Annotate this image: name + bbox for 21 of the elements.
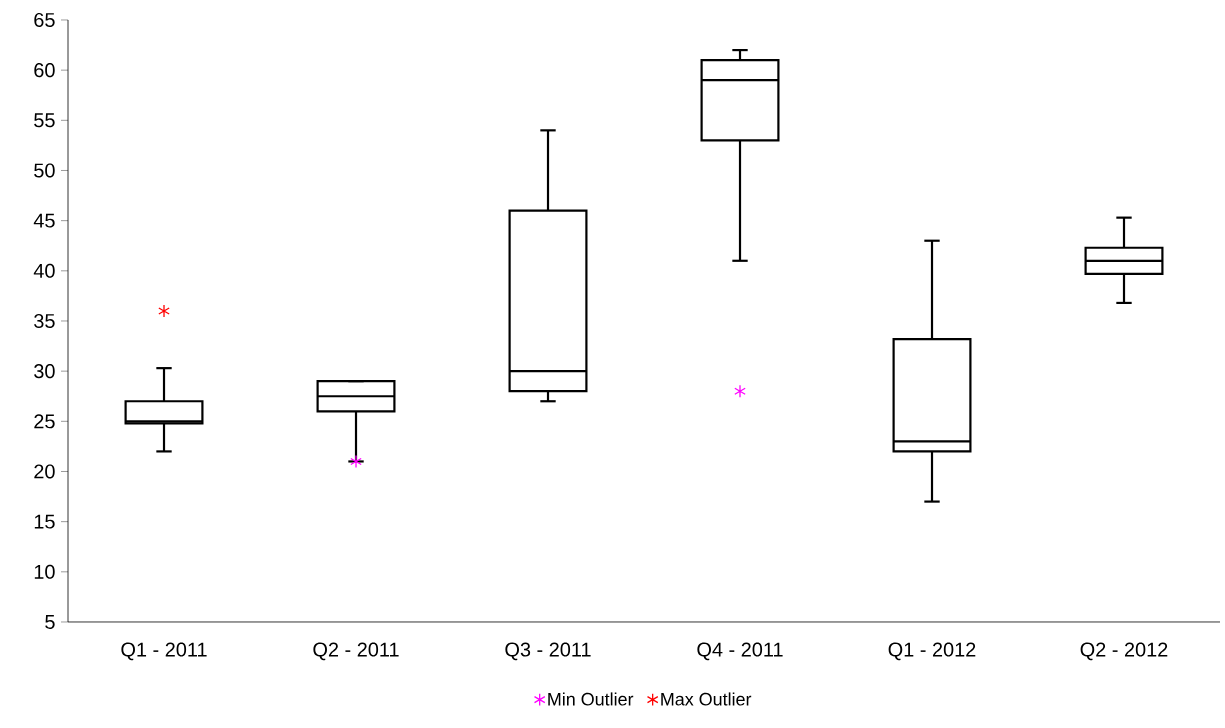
x-tick-label: Q1 - 2011 [121,642,207,661]
y-tick-label: 25 [34,414,55,429]
y-tick-label: 30 [34,364,55,379]
y-tick-label: 55 [34,113,55,128]
x-tick-label: Q1 - 2012 [888,642,976,661]
legend-label: Min Outlier [548,692,634,706]
y-tick-label: 5 [45,615,55,629]
x-tick-label: Q2 - 2012 [1080,642,1168,661]
y-tick-label: 60 [34,63,55,78]
x-tick-label: Q2 - 2011 [313,642,399,661]
y-tick-label: 10 [34,564,55,579]
x-tick-label: Q3 - 2011 [505,642,591,661]
y-tick-label: 65 [34,12,55,28]
y-tick-label: 35 [34,313,55,329]
y-tick-label: 50 [34,163,55,178]
y-tick-label: 15 [34,514,55,529]
legend-label: Max Outlier [661,692,752,706]
y-tick-label: 20 [34,464,55,479]
x-tick-label: Q4 - 2011 [697,642,783,661]
y-tick-label: 45 [33,213,55,228]
y-tick-label: 40 [33,263,55,278]
